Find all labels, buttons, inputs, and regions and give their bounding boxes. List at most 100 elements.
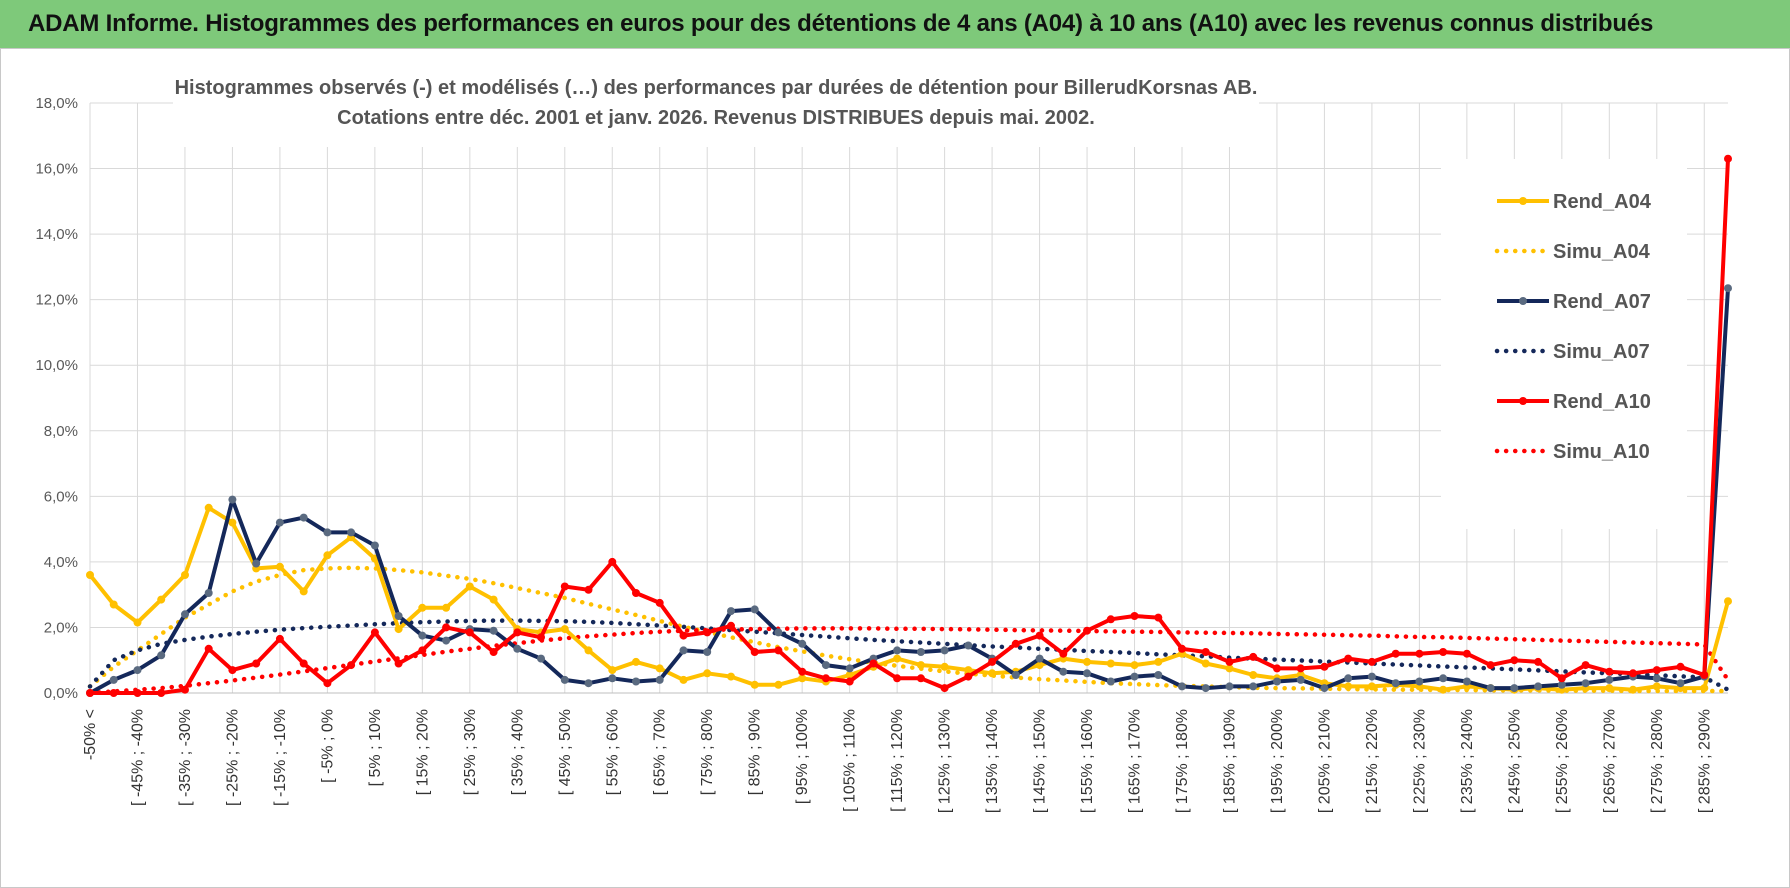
data-point-Rend_A04 bbox=[750, 680, 759, 689]
data-point-Rend_A07 bbox=[632, 677, 640, 686]
data-point-Rend_A04 bbox=[655, 664, 664, 673]
x-tick-label: [ 105% ; 110% bbox=[842, 709, 859, 812]
data-point-Rend_A07 bbox=[1652, 674, 1661, 683]
data-point-Rend_A04 bbox=[560, 625, 569, 634]
data-point-Rend_A07 bbox=[1676, 679, 1685, 688]
data-point-Rend_A04 bbox=[988, 669, 997, 678]
data-point-Rend_A07 bbox=[608, 674, 617, 683]
x-tick-label: [ 55% ; 60% bbox=[604, 709, 621, 795]
data-point-Rend_A04 bbox=[703, 669, 712, 678]
x-tick-label: [ 45% ; 50% bbox=[557, 709, 574, 795]
data-point-Rend_A07 bbox=[347, 528, 356, 537]
data-point-Rend_A07 bbox=[157, 651, 166, 660]
data-point-Rend_A04 bbox=[940, 662, 949, 671]
data-point-Rend_A10 bbox=[1201, 648, 1210, 656]
data-point-Rend_A04 bbox=[798, 674, 807, 683]
data-point-Rend_A04 bbox=[964, 666, 973, 675]
data-point-Rend_A07 bbox=[181, 610, 189, 619]
data-point-Rend_A07 bbox=[1201, 684, 1210, 693]
x-tick-label: [ -35% ; -30% bbox=[177, 709, 194, 806]
legend-label-Rend_A10: Rend_A10 bbox=[1553, 391, 1651, 413]
legend-marker-Rend_A04 bbox=[1519, 197, 1527, 205]
x-tick-label: [ 175% ; 180% bbox=[1174, 709, 1191, 813]
data-point-Rend_A10 bbox=[1486, 661, 1495, 670]
x-tick-label: [ -5% ; 0% bbox=[319, 709, 336, 783]
data-point-Rend_A10 bbox=[988, 657, 997, 666]
x-tick-label: [ 225% ; 230% bbox=[1411, 709, 1428, 813]
data-point-Rend_A10 bbox=[1629, 669, 1637, 678]
data-point-Rend_A10 bbox=[632, 589, 640, 597]
data-point-Rend_A07 bbox=[513, 644, 522, 653]
data-point-Rend_A10 bbox=[1344, 654, 1353, 663]
data-point-Rend_A10 bbox=[1320, 662, 1329, 671]
data-point-Rend_A04 bbox=[1106, 659, 1115, 668]
data-point-Rend_A10 bbox=[299, 659, 308, 668]
data-point-Rend_A10 bbox=[86, 689, 94, 697]
data-point-Rend_A04 bbox=[109, 600, 118, 609]
data-point-Rend_A07 bbox=[679, 646, 688, 655]
data-point-Rend_A04 bbox=[1439, 685, 1448, 694]
data-point-Rend_A07 bbox=[1462, 677, 1471, 686]
data-point-Rend_A07 bbox=[394, 612, 403, 620]
data-point-Rend_A10 bbox=[940, 684, 949, 693]
data-point-Rend_A07 bbox=[1557, 680, 1566, 689]
x-tick-label: [ 25% ; 30% bbox=[462, 709, 479, 795]
data-point-Rend_A04 bbox=[299, 587, 308, 596]
data-point-Rend_A10 bbox=[537, 633, 545, 642]
data-point-Rend_A07 bbox=[1273, 677, 1281, 686]
banner-title: ADAM Informe. Histogrammes des performan… bbox=[28, 10, 1654, 37]
legend-marker-Rend_A10 bbox=[1519, 397, 1527, 405]
grid bbox=[89, 102, 1728, 694]
data-point-Rend_A10 bbox=[418, 646, 427, 655]
data-point-Rend_A04 bbox=[465, 582, 474, 591]
data-point-Rend_A07 bbox=[845, 664, 854, 673]
data-point-Rend_A10 bbox=[1605, 667, 1614, 676]
data-point-Rend_A10 bbox=[109, 689, 118, 697]
x-tick-label: [ 185% ; 190% bbox=[1221, 709, 1238, 813]
data-point-Rend_A10 bbox=[727, 621, 735, 630]
banner: ADAM Informe. Histogrammes des performan… bbox=[0, 0, 1790, 49]
data-point-Rend_A04 bbox=[275, 562, 284, 571]
y-tick-label: 4,0% bbox=[44, 554, 78, 571]
data-point-Rend_A10 bbox=[1700, 671, 1709, 679]
data-point-Rend_A10 bbox=[1249, 652, 1258, 661]
data-point-Rend_A10 bbox=[228, 666, 237, 675]
data-point-Rend_A04 bbox=[157, 595, 166, 604]
data-point-Rend_A10 bbox=[560, 582, 569, 591]
data-point-Rend_A07 bbox=[1320, 684, 1329, 693]
data-point-Rend_A10 bbox=[1391, 649, 1400, 658]
data-point-Rend_A10 bbox=[1415, 649, 1424, 658]
data-point-Rend_A10 bbox=[157, 689, 166, 697]
data-point-Rend_A10 bbox=[1652, 666, 1661, 675]
data-point-Rend_A10 bbox=[323, 679, 332, 688]
data-point-Rend_A07 bbox=[109, 675, 118, 684]
x-tick-label: [ -45% ; -40% bbox=[129, 709, 146, 806]
data-point-Rend_A04 bbox=[442, 603, 451, 612]
data-point-Rend_A10 bbox=[750, 648, 759, 656]
data-point-Rend_A10 bbox=[394, 659, 403, 668]
data-point-Rend_A07 bbox=[370, 541, 379, 550]
data-point-Rend_A10 bbox=[513, 628, 522, 637]
data-point-Rend_A04 bbox=[916, 661, 925, 670]
data-point-Rend_A10 bbox=[1011, 639, 1020, 648]
data-point-Rend_A07 bbox=[1059, 667, 1068, 676]
legend-label-Rend_A07: Rend_A07 bbox=[1553, 291, 1651, 313]
data-point-Rend_A10 bbox=[1462, 649, 1471, 658]
series-line-Rend_A04 bbox=[88, 505, 1730, 692]
data-point-Rend_A04 bbox=[1652, 682, 1661, 691]
axes: 0,0% 2,0% 4,0% 6,0% 8,0% 10,0% 12,0% 14,0% 16,0%… bbox=[35, 95, 1728, 813]
y-tick-label: 16,0% bbox=[35, 161, 78, 178]
data-point-Rend_A07 bbox=[750, 605, 759, 614]
chart-title-line2: Cotations entre déc. 2001 et janv. 2026.… bbox=[337, 107, 1095, 129]
data-point-Rend_A07 bbox=[1154, 671, 1163, 679]
data-point-Rend_A04 bbox=[1083, 657, 1091, 666]
data-point-Rend_A10 bbox=[347, 661, 356, 670]
x-tick-label: [ 265% ; 270% bbox=[1601, 709, 1618, 813]
data-point-Rend_A04 bbox=[86, 571, 94, 579]
x-tick-label: [ -15% ; -10% bbox=[272, 709, 289, 806]
data-point-Rend_A07 bbox=[727, 607, 735, 616]
data-point-Rend_A04 bbox=[1035, 661, 1044, 670]
data-point-Rend_A04 bbox=[774, 680, 783, 689]
series-line-Simu_A07 bbox=[87, 618, 1731, 692]
legend: Rend_A04 Simu_A04 Rend_A07 Simu_A07 Rend_A10… bbox=[1441, 159, 1687, 529]
